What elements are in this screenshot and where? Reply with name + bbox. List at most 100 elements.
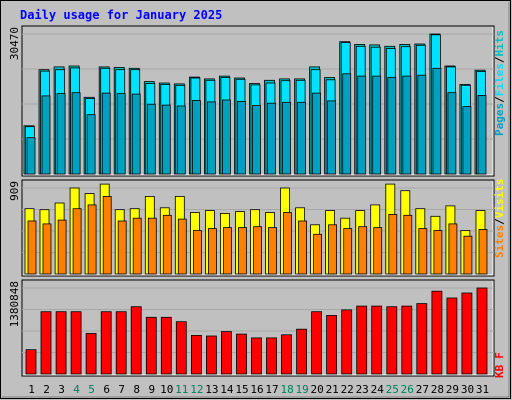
legend-hits-files: Pages/Files/Hits xyxy=(493,30,506,136)
legend-visits: Visits xyxy=(493,179,506,219)
bar-kb-f-23 xyxy=(356,305,368,375)
bar-pages-1 xyxy=(26,137,36,175)
bar-sites-22 xyxy=(343,228,353,275)
bar-pages-19 xyxy=(297,101,307,175)
x-tick-label-27: 27 xyxy=(416,383,429,396)
bar-pages-23 xyxy=(357,75,367,175)
bar-sites-5 xyxy=(87,204,97,275)
bar-sites-8 xyxy=(132,217,142,275)
bar-sites-23 xyxy=(358,226,368,275)
bar-pages-17 xyxy=(267,102,276,175)
bar-pages-15 xyxy=(237,101,246,175)
bar-pages-27 xyxy=(417,74,427,175)
x-tick-label-24: 24 xyxy=(371,383,385,396)
bar-sites-26 xyxy=(403,214,413,275)
bar-pages-25 xyxy=(387,77,397,175)
bar-kb-f-4 xyxy=(70,311,82,375)
x-tick-label-6: 6 xyxy=(103,383,110,396)
legend-sep-1: / xyxy=(493,96,506,103)
bar-kb-f-1 xyxy=(25,349,37,375)
x-tick-label-18: 18 xyxy=(280,383,293,396)
bar-kb-f-20 xyxy=(311,311,323,375)
bar-kb-f-27 xyxy=(416,303,428,375)
bar-pages-21 xyxy=(327,100,337,175)
bar-kb-f-6 xyxy=(100,311,112,375)
legend-pages: Pages xyxy=(493,103,506,136)
bar-sites-1 xyxy=(27,220,37,275)
chart-title: Daily usage for January 2025 xyxy=(20,8,222,22)
x-tick-label-5: 5 xyxy=(88,383,95,396)
legend-f: F xyxy=(493,352,506,359)
bar-pages-16 xyxy=(252,105,261,175)
bar-kb-f-7 xyxy=(115,311,127,375)
bar-kb-f-2 xyxy=(40,311,52,375)
bar-pages-11 xyxy=(176,105,186,175)
bar-sites-21 xyxy=(328,224,338,275)
bar-pages-24 xyxy=(372,75,382,175)
x-tick-label-10: 10 xyxy=(160,383,173,396)
x-tick-label-13: 13 xyxy=(205,383,218,396)
bar-sites-4 xyxy=(72,208,82,275)
bar-sites-20 xyxy=(313,233,323,275)
bar-sites-24 xyxy=(373,227,383,275)
legend-sites: Sites xyxy=(493,225,506,258)
x-tick-label-25: 25 xyxy=(386,383,399,396)
bar-pages-4 xyxy=(71,92,81,175)
bar-pages-14 xyxy=(221,99,231,175)
bar-pages-5 xyxy=(86,114,96,175)
x-tick-label-17: 17 xyxy=(265,383,278,396)
bar-kb-f-10 xyxy=(160,316,172,375)
bar-kb-f-11 xyxy=(175,321,187,375)
x-tick-label-26: 26 xyxy=(401,383,414,396)
bar-pages-2 xyxy=(41,95,51,175)
bar-sites-15 xyxy=(238,227,247,275)
legend-sep-2: / xyxy=(493,56,506,63)
bar-pages-9 xyxy=(146,103,156,175)
bar-sites-17 xyxy=(268,227,277,275)
x-tick-label-2: 2 xyxy=(43,383,50,396)
bar-pages-18 xyxy=(282,101,291,175)
x-tick-label-20: 20 xyxy=(310,383,323,396)
bar-sites-19 xyxy=(298,220,308,275)
bar-pages-10 xyxy=(161,104,171,175)
bar-kb-f-5 xyxy=(85,333,97,375)
panel-hits-files xyxy=(21,25,495,177)
x-tick-label-1: 1 xyxy=(28,383,35,396)
bar-sites-29 xyxy=(448,223,458,275)
x-tick-label-15: 15 xyxy=(235,383,248,396)
x-tick-label-21: 21 xyxy=(326,383,339,396)
bar-kb-f-19 xyxy=(296,328,308,375)
bar-pages-13 xyxy=(206,101,216,175)
bar-pages-3 xyxy=(56,93,66,175)
bar-sites-27 xyxy=(418,228,428,275)
bar-sites-10 xyxy=(162,214,172,275)
bar-sites-9 xyxy=(147,217,157,275)
bar-sites-28 xyxy=(433,230,443,275)
x-tick-label-30: 30 xyxy=(461,383,474,396)
bar-kb-f-22 xyxy=(341,309,353,375)
legend-sep-3: / xyxy=(493,218,506,225)
bar-kb-f-3 xyxy=(55,311,67,375)
legend-kb: KB xyxy=(493,364,506,378)
legend-files: Files xyxy=(493,63,506,96)
x-tick-label-23: 23 xyxy=(356,383,369,396)
bar-kb-f-18 xyxy=(281,334,292,375)
bar-kb-f-24 xyxy=(371,305,383,375)
x-tick-label-9: 9 xyxy=(148,383,155,396)
panel-visits-sites xyxy=(21,179,495,277)
x-tick-label-22: 22 xyxy=(341,383,354,396)
bar-kb-f-25 xyxy=(386,306,398,375)
bar-sites-16 xyxy=(253,226,262,275)
bar-pages-7 xyxy=(116,93,126,175)
bar-sites-30 xyxy=(463,235,473,275)
bar-pages-6 xyxy=(101,92,111,175)
bar-pages-8 xyxy=(131,93,141,175)
x-tick-label-7: 7 xyxy=(118,383,125,396)
bar-pages-31 xyxy=(477,95,487,175)
bar-kb-f-15 xyxy=(236,333,247,375)
x-tick-label-3: 3 xyxy=(58,383,65,396)
bar-kb-f-13 xyxy=(205,335,217,375)
bar-kb-f-9 xyxy=(145,316,157,375)
x-tick-label-8: 8 xyxy=(133,383,140,396)
